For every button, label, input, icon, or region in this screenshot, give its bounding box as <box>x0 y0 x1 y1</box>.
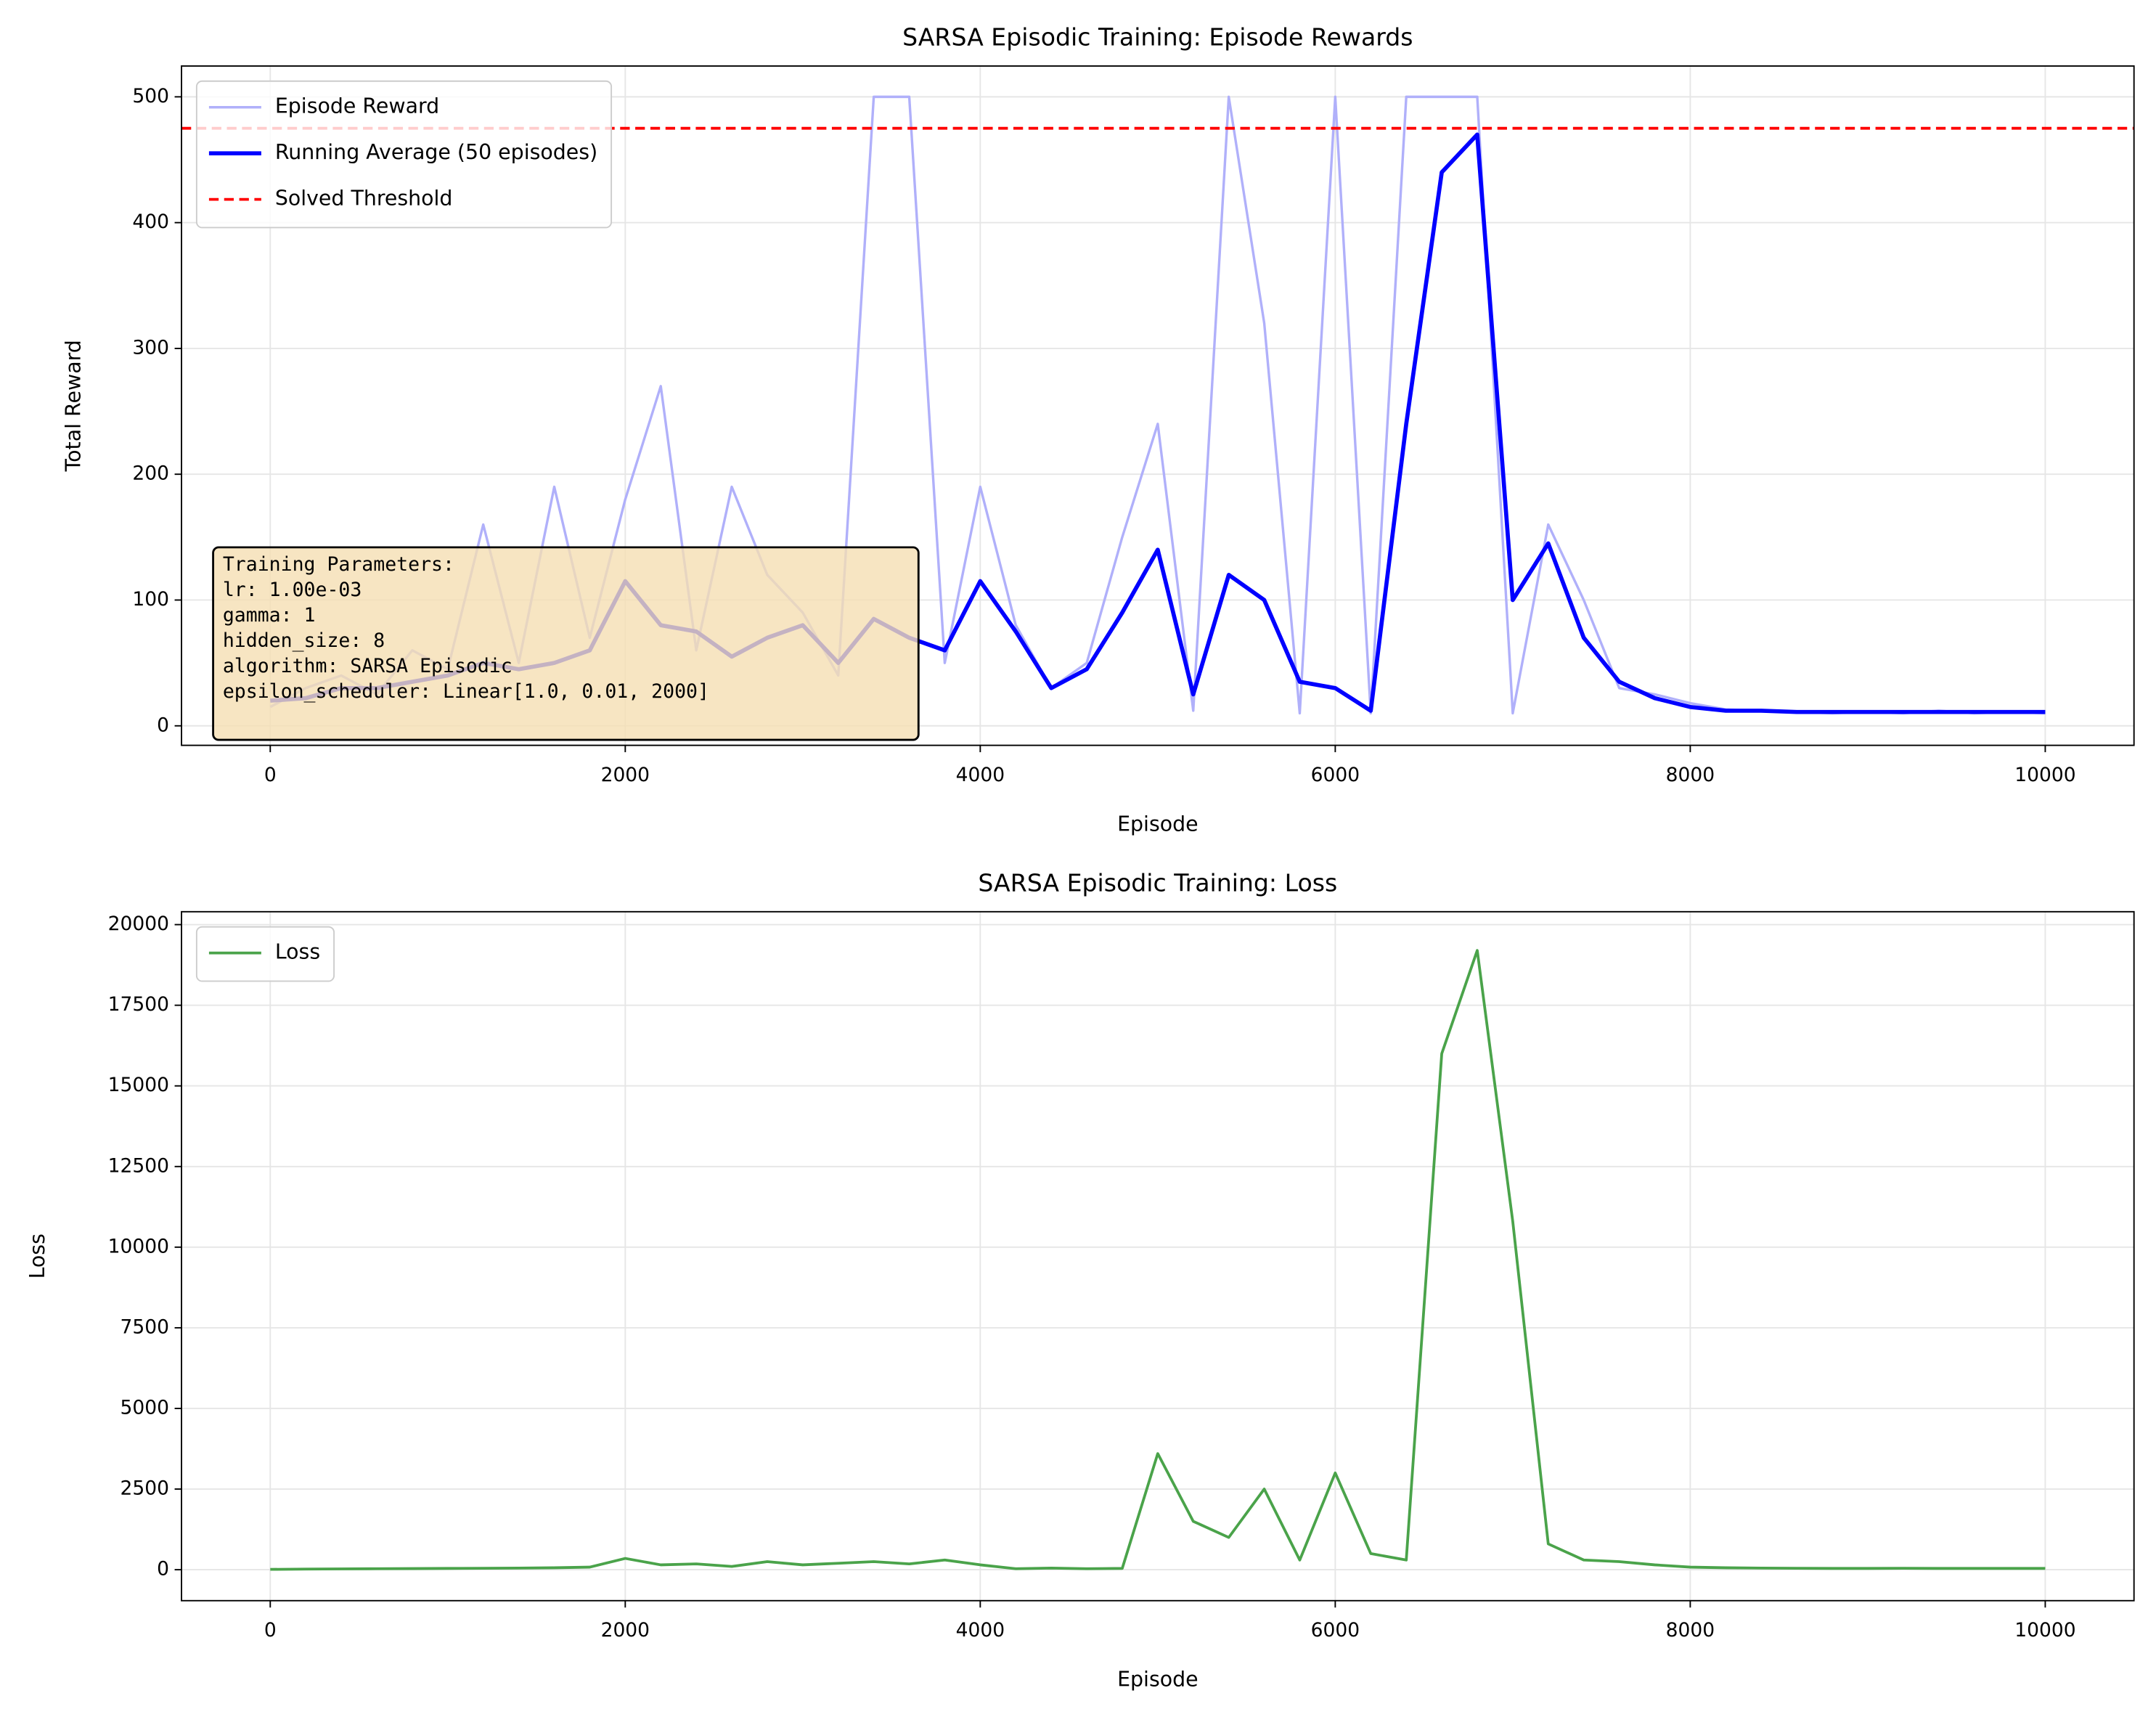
x-tick-label: 8000 <box>1666 764 1715 786</box>
x-tick-label: 0 <box>264 764 277 786</box>
axes-frame <box>181 65 2135 746</box>
annotation-line: lr: 1.00e-03 <box>223 579 362 601</box>
x-tick-label: 6000 <box>1311 1619 1360 1641</box>
chart-title: SARSA Episodic Training: Episode Rewards <box>902 23 1413 52</box>
y-axis-label: Total Reward <box>61 340 85 472</box>
y-tick-label: 15000 <box>108 1074 169 1096</box>
y-tick-label: 17500 <box>108 993 169 1016</box>
y-axis-label: Loss <box>25 1233 49 1278</box>
x-tick-label: 10000 <box>2014 1619 2075 1641</box>
y-tick-label: 5000 <box>121 1396 169 1419</box>
data-line <box>270 949 2046 1571</box>
x-tick-label: 6000 <box>1311 764 1360 786</box>
annotation-box <box>212 546 920 741</box>
y-tick-label: 0 <box>157 714 169 736</box>
x-tick-label: 0 <box>264 1619 277 1641</box>
chart-title: SARSA Episodic Training: Loss <box>978 868 1337 897</box>
y-tick-label: 300 <box>132 336 169 359</box>
x-axis-label: Episode <box>1117 812 1199 836</box>
annotation-line: gamma: 1 <box>223 604 316 627</box>
y-tick-label: 2500 <box>121 1477 169 1500</box>
annotation-line: epsilon_scheduler: Linear[1.0, 0.01, 200… <box>223 680 709 703</box>
axes-frame <box>181 910 2135 1602</box>
y-tick-label: 7500 <box>121 1316 169 1338</box>
legend-box <box>195 80 613 229</box>
legend-label: Episode Reward <box>275 94 439 118</box>
annotation-line: algorithm: SARSA Episodic <box>223 655 513 677</box>
y-tick-label: 400 <box>132 211 169 233</box>
x-tick-label: 4000 <box>956 764 1005 786</box>
annotation-line: hidden_size: 8 <box>223 629 385 652</box>
y-tick-label: 500 <box>132 85 169 107</box>
legend-label: Solved Threshold <box>275 187 453 211</box>
legend-label: Running Average (50 episodes) <box>275 140 597 164</box>
x-tick-label: 10000 <box>2014 764 2075 786</box>
x-axis-label: Episode <box>1117 1668 1199 1692</box>
x-tick-label: 2000 <box>601 1619 650 1641</box>
x-tick-label: 2000 <box>601 764 650 786</box>
y-tick-label: 10000 <box>108 1235 169 1257</box>
y-tick-label: 0 <box>157 1558 169 1581</box>
y-tick-label: 20000 <box>108 913 169 935</box>
x-tick-label: 4000 <box>956 1619 1005 1641</box>
y-tick-label: 200 <box>132 462 169 485</box>
y-tick-label: 100 <box>132 588 169 611</box>
annotation-line: Training Parameters: <box>223 553 454 576</box>
legend-box <box>195 926 335 982</box>
legend-label: Loss <box>275 940 320 964</box>
x-tick-label: 8000 <box>1666 1619 1715 1641</box>
y-tick-label: 12500 <box>108 1154 169 1177</box>
